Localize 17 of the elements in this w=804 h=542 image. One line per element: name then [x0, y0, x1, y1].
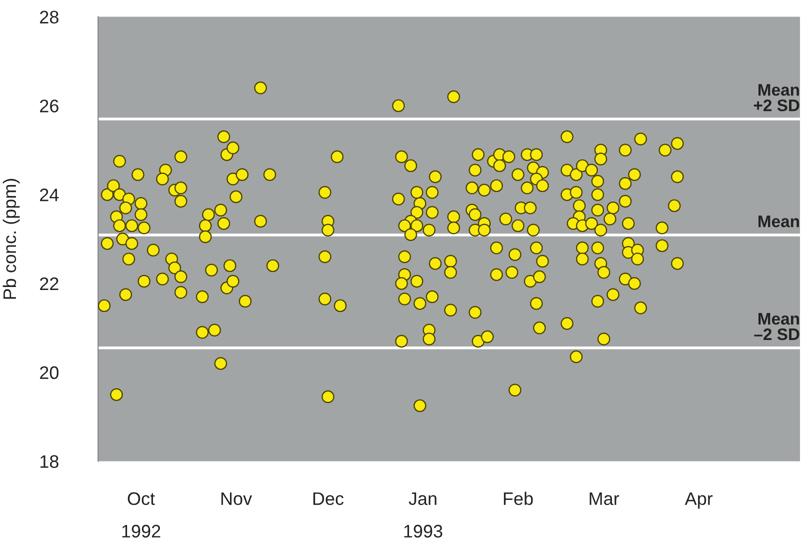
- x-tick-label: Nov: [221, 492, 252, 506]
- y-axis-title: Pb conc. (ppm): [2, 178, 20, 299]
- x-tick-label: Jan 1993: [404, 492, 442, 538]
- x-tick-label: Oct 1992: [122, 492, 160, 538]
- x-tick-label: Feb: [504, 492, 533, 506]
- y-tick-label: 22: [40, 277, 58, 290]
- y-tick-label: 24: [40, 188, 59, 202]
- y-tick-label: 26: [40, 100, 58, 112]
- y-tick-label: 20: [40, 366, 58, 380]
- x-tick-label: Dec: [313, 492, 344, 506]
- ref-line-label: Mean +2 SD: [754, 84, 800, 112]
- ref-line-label: Mean –2 SD: [754, 313, 800, 340]
- y-tick-label: 28: [40, 10, 58, 24]
- x-tick-label: Apr: [684, 492, 713, 509]
- x-tick-label: Mar: [590, 492, 620, 506]
- ref-line-label: Mean: [758, 216, 799, 228]
- y-tick-label: 18: [40, 455, 58, 468]
